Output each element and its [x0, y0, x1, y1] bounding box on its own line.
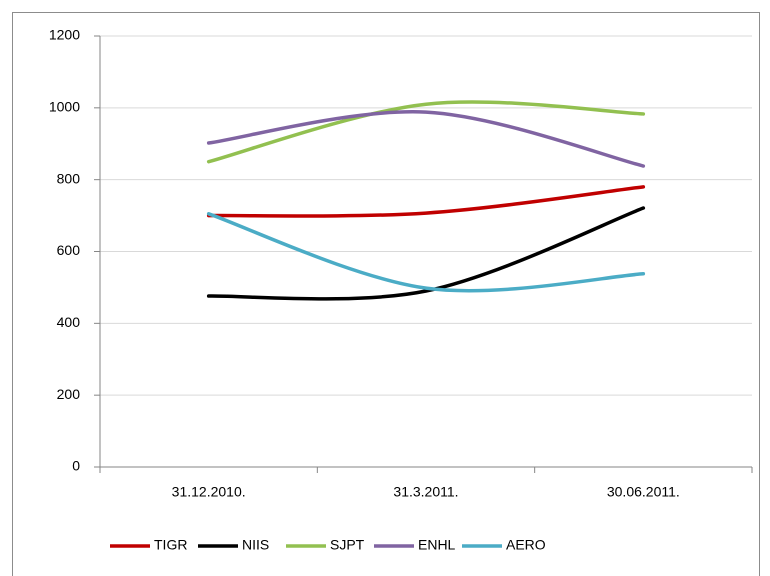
- legend-label: ENHL: [418, 537, 456, 553]
- chart-frame: [12, 12, 760, 576]
- y-tick-label: 400: [57, 314, 81, 330]
- y-tick-label: 1200: [49, 27, 80, 43]
- x-tick-label: 31.3.2011.: [393, 484, 458, 500]
- y-tick-label: 1000: [49, 99, 80, 115]
- series-line: [206, 212, 646, 293]
- series-line: [206, 110, 646, 168]
- y-tick-label: 600: [57, 242, 81, 258]
- y-tick-label: 200: [57, 386, 81, 402]
- legend-label: SJPT: [330, 537, 365, 553]
- legend-label: AERO: [506, 537, 546, 553]
- y-tick-label: 0: [72, 458, 80, 474]
- x-tick-label: 30.06.2011.: [607, 484, 680, 500]
- legend-label: NIIS: [242, 537, 269, 553]
- x-tick-label: 31.12.2010.: [172, 484, 246, 500]
- series-line: [206, 100, 646, 164]
- y-tick-label: 800: [57, 170, 81, 186]
- series-line: [206, 185, 646, 218]
- series-line: [206, 206, 646, 301]
- legend-label: TIGR: [154, 537, 187, 553]
